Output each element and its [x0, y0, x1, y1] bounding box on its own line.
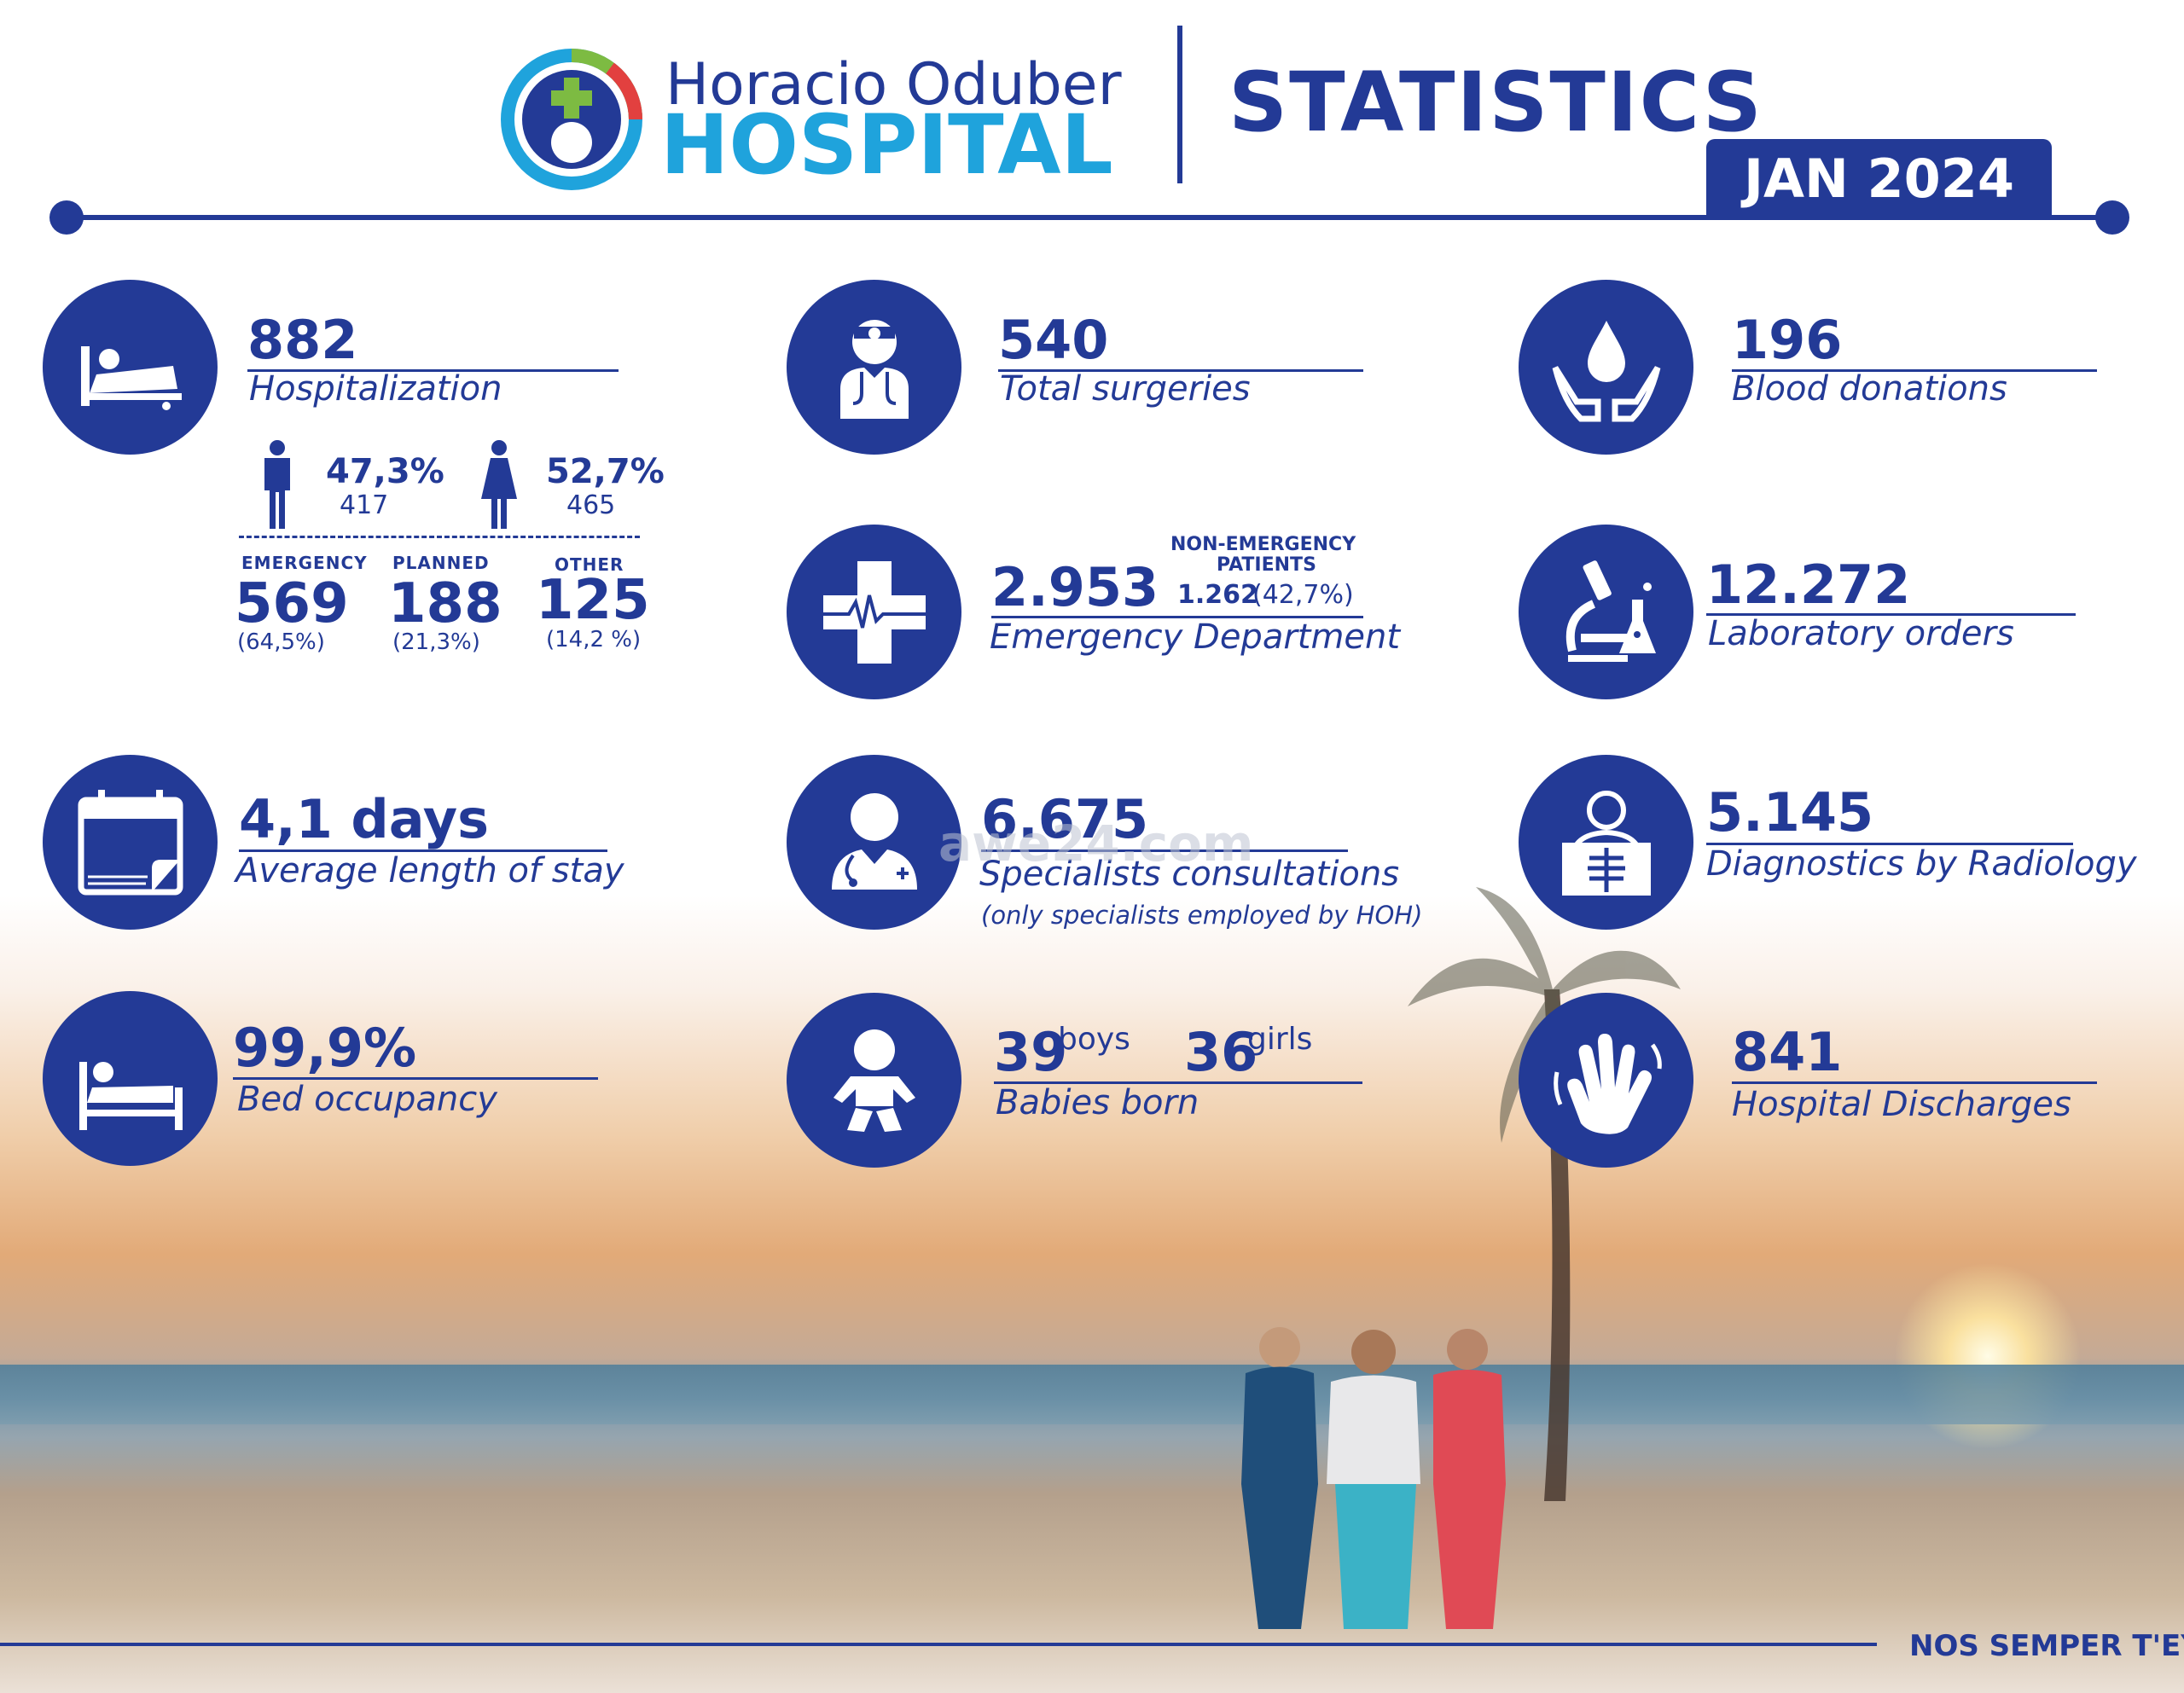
emergency-admission-percent: (64,5%): [237, 629, 325, 655]
other-admission-value: 125: [536, 569, 650, 632]
other-admission-percent: (14,2 %): [546, 627, 642, 652]
male-icon: [264, 440, 290, 529]
boys-value: 39: [994, 1021, 1068, 1083]
page-title: STATISTICS: [1228, 55, 1763, 150]
specialists-rule: [981, 849, 1348, 852]
logo-text-line1: Horacio Oduber: [665, 51, 1122, 119]
specialists-value: 6.675: [981, 788, 1149, 850]
watermark: awe24.com: [938, 815, 1254, 873]
doctor-icon: [787, 280, 961, 455]
specialists-note: (only specialists employed by HOH): [981, 901, 1423, 930]
female-percent: 52,7%: [546, 452, 665, 491]
non-emergency-label-1: NON-EMERGENCY: [1170, 534, 1356, 555]
discharges-label: Hospital Discharges: [1732, 1085, 2071, 1124]
discharges-value: 841: [1732, 1021, 1843, 1083]
surgeries-rule: [998, 369, 1363, 372]
surgeries-label: Total surgeries: [1000, 369, 1251, 409]
header-rule: [67, 215, 2112, 220]
period-badge: JAN 2024: [1706, 139, 2052, 217]
lab-rule: [1706, 613, 2076, 616]
radiology-rule: [1706, 843, 2073, 845]
sea: [0, 1365, 2184, 1424]
calendar-icon: [43, 755, 218, 930]
boys-label: boys: [1058, 1022, 1130, 1057]
microscope-icon: [1519, 525, 1693, 699]
hospitalization-value: 882: [247, 309, 358, 371]
xray-icon: [1519, 755, 1693, 930]
lab-label: Laboratory orders: [1708, 614, 2014, 653]
blood-drop-hands-icon: [1519, 280, 1693, 455]
female-count: 465: [566, 490, 616, 520]
footer-rule: [0, 1643, 1877, 1646]
male-count: 417: [340, 490, 389, 520]
planned-admission-label: PLANNED: [392, 553, 490, 573]
non-emergency-label-2: PATIENTS: [1217, 554, 1316, 576]
babies-rule: [994, 1081, 1362, 1084]
staff-photo: [1241, 1327, 1506, 1629]
radiology-value: 5.145: [1706, 781, 1874, 844]
occupancy-rule: [233, 1077, 598, 1080]
emergency-dept-rule: [991, 616, 1363, 618]
rule-dot-right: [2095, 200, 2129, 235]
male-percent: 47,3%: [326, 452, 444, 491]
lab-value: 12.272: [1706, 554, 1911, 616]
blood-label: Blood donations: [1732, 369, 2007, 409]
medical-cross-icon: [787, 525, 961, 699]
girls-label: girls: [1247, 1022, 1313, 1057]
babies-label: Babies born: [996, 1083, 1199, 1122]
hospitalization-rule: [247, 369, 619, 372]
non-emergency-value: 1.262: [1177, 580, 1258, 610]
surgeries-value: 540: [998, 309, 1109, 371]
beach-sunset-background: [0, 896, 2184, 1693]
discharges-rule: [1732, 1081, 2097, 1084]
non-emergency-percent: (42,7%): [1252, 580, 1354, 610]
logo-text-line2: HOSPITAL: [660, 97, 1113, 193]
specialists-label: Specialists consultations: [979, 855, 1400, 894]
baby-icon: [787, 993, 961, 1168]
emergency-admission-value: 569: [235, 572, 349, 635]
emergency-dept-label: Emergency Department: [990, 617, 1401, 657]
stay-rule: [239, 849, 607, 852]
emergency-dept-value: 2.953: [991, 556, 1159, 618]
blood-value: 196: [1732, 309, 1843, 371]
girls-value: 36: [1184, 1021, 1258, 1083]
hospitalization-label: Hospitalization: [249, 369, 502, 409]
rule-dot-left: [49, 200, 84, 235]
occupancy-label: Bed occupancy: [237, 1080, 497, 1119]
planned-admission-percent: (21,3%): [392, 629, 480, 655]
female-icon: [481, 440, 517, 529]
emergency-admission-label: EMERGENCY: [241, 553, 368, 573]
bed-icon: [43, 991, 218, 1166]
blood-rule: [1732, 369, 2097, 372]
waving-hand-icon: [1519, 993, 1693, 1168]
other-admission-label: OTHER: [555, 554, 624, 575]
planned-admission-value: 188: [388, 572, 502, 635]
radiology-label: Diagnostics by Radiology: [1706, 844, 2137, 884]
hospital-logo-icon: [501, 49, 642, 190]
occupancy-value: 99,9%: [233, 1017, 417, 1079]
header-divider: [1177, 26, 1182, 183]
specialist-icon: [787, 755, 961, 930]
stay-label: Average length of stay: [235, 851, 624, 890]
patient-bed-icon: [43, 280, 218, 455]
hospitalization-dashed-divider: [239, 536, 640, 538]
footer-slogan: NOS SEMPER T'EY!: [1909, 1629, 2184, 1663]
stay-value: 4,1 days: [239, 788, 490, 850]
